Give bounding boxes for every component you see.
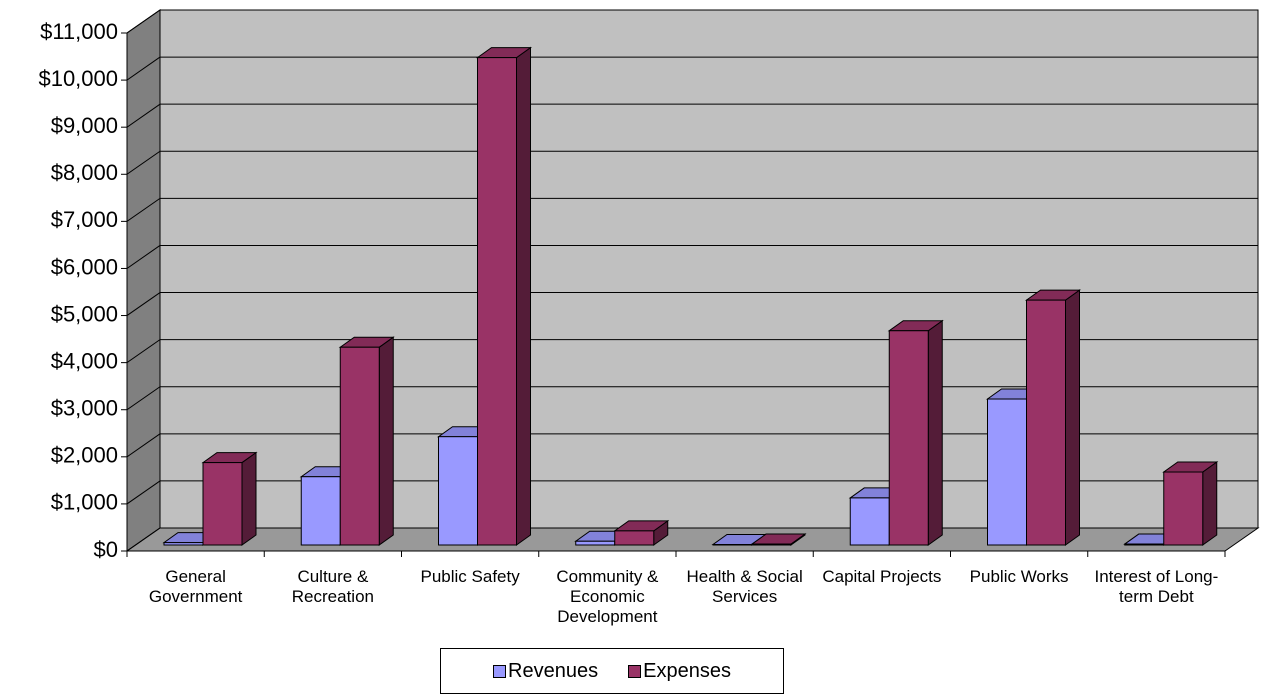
- y-tick-label: $7,000: [51, 207, 118, 232]
- y-tick-label: $5,000: [51, 301, 118, 326]
- y-tick-label: $9,000: [51, 113, 118, 138]
- x-tick-label: Health & Social Services: [686, 567, 803, 606]
- legend-swatch: [628, 664, 642, 678]
- bar: [575, 540, 616, 546]
- y-tick-label: $0: [94, 537, 118, 562]
- bar: [849, 497, 890, 546]
- y-tick-label: $2,000: [51, 443, 118, 468]
- bar-side: [241, 451, 257, 546]
- bar: [1163, 471, 1204, 546]
- grid-line: [126, 150, 161, 175]
- x-tick-label: Interest of Long-term Debt: [1094, 567, 1219, 606]
- bar: [300, 476, 341, 546]
- side-wall: [126, 9, 161, 552]
- y-tick-label: $1,000: [51, 490, 118, 515]
- grid-line: [126, 433, 161, 458]
- y-tick-label: $3,000: [51, 396, 118, 421]
- bar: [751, 543, 792, 546]
- grid-line: [126, 197, 161, 222]
- bar: [163, 542, 204, 546]
- legend: Revenues Expenses: [440, 648, 784, 694]
- legend-swatch: [493, 664, 507, 678]
- x-tick-label: Public Safety: [420, 567, 520, 586]
- bar: [888, 330, 929, 546]
- legend-label: Expenses: [643, 659, 731, 682]
- bar: [438, 436, 478, 546]
- y-tick-label: $8,000: [51, 160, 118, 185]
- x-tick-label: Public Works: [969, 567, 1069, 586]
- grid-line: [126, 56, 161, 81]
- grid-line: [126, 339, 161, 364]
- bar: [614, 530, 655, 546]
- legend-label: Revenues: [508, 659, 599, 682]
- x-tick-label: Capital Projects: [822, 567, 942, 586]
- bar: [477, 57, 517, 546]
- grid-line: [126, 292, 161, 316]
- bar: [1124, 543, 1165, 546]
- y-tick-label: $4,000: [51, 348, 118, 373]
- bar-side: [1065, 289, 1080, 546]
- bar-side: [378, 336, 394, 546]
- back-wall: [159, 9, 1259, 529]
- x-tick-label: Culture & Recreation: [291, 567, 374, 606]
- bar: [1026, 299, 1066, 546]
- bar: [202, 462, 243, 546]
- bar-side: [1202, 461, 1218, 546]
- bar: [987, 398, 1027, 546]
- bar: [339, 346, 380, 546]
- grid-line: [126, 480, 161, 505]
- y-tick-label: $11,000: [40, 19, 118, 44]
- grid-line: [126, 386, 161, 411]
- legend-item: Revenues: [493, 660, 598, 683]
- grid-line: [126, 9, 161, 34]
- x-tick-label: Community & Economic Development: [556, 567, 659, 626]
- y-tick-label: $10,000: [38, 66, 118, 91]
- bar-side: [927, 319, 943, 546]
- grid-line: [126, 527, 161, 552]
- grid-line: [126, 103, 161, 128]
- floor: [125, 527, 1260, 552]
- bar-side: [516, 46, 531, 546]
- legend-item: Expenses: [628, 660, 731, 683]
- y-tick-label: $6,000: [51, 254, 118, 279]
- x-tick-label: General Government: [148, 567, 243, 606]
- grid-line: [126, 245, 161, 269]
